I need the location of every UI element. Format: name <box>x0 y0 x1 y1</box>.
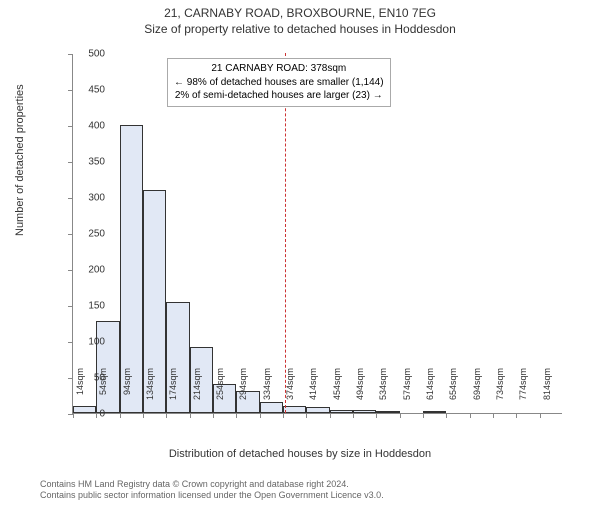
y-tick-label: 500 <box>75 49 105 60</box>
histogram-bar <box>353 410 376 413</box>
x-tick-mark <box>376 413 377 418</box>
y-tick-label: 250 <box>75 229 105 240</box>
y-tick-mark <box>68 270 73 271</box>
x-tick-mark <box>213 413 214 418</box>
x-tick-mark <box>236 413 237 418</box>
x-tick-mark <box>260 413 261 418</box>
x-tick-mark <box>470 413 471 418</box>
x-tick-label: 334sqm <box>262 368 272 400</box>
y-tick-label: 350 <box>75 157 105 168</box>
x-tick-label: 574sqm <box>402 368 412 400</box>
y-tick-mark <box>68 306 73 307</box>
x-tick-label: 134sqm <box>145 368 155 400</box>
y-tick-label: 150 <box>75 301 105 312</box>
x-tick-label: 174sqm <box>168 368 178 400</box>
y-tick-mark <box>68 90 73 91</box>
x-tick-mark <box>120 413 121 418</box>
y-tick-label: 200 <box>75 265 105 276</box>
x-tick-label: 254sqm <box>215 368 225 400</box>
x-tick-mark <box>143 413 144 418</box>
footer-line2: Contains public sector information licen… <box>40 490 384 502</box>
x-tick-mark <box>283 413 284 418</box>
x-tick-mark <box>446 413 447 418</box>
x-tick-label: 534sqm <box>378 368 388 400</box>
x-tick-mark <box>540 413 541 418</box>
x-tick-mark <box>400 413 401 418</box>
chart-plot-area <box>72 54 562 414</box>
x-axis-label: Distribution of detached houses by size … <box>0 448 600 460</box>
x-tick-mark <box>73 413 74 418</box>
x-tick-label: 454sqm <box>332 368 342 400</box>
x-tick-mark <box>190 413 191 418</box>
y-tick-label: 300 <box>75 193 105 204</box>
histogram-bar <box>96 321 119 413</box>
histogram-bar <box>423 411 446 413</box>
y-tick-label: 400 <box>75 121 105 132</box>
x-tick-mark <box>306 413 307 418</box>
x-tick-label: 94sqm <box>122 368 132 395</box>
y-tick-mark <box>68 162 73 163</box>
x-tick-mark <box>493 413 494 418</box>
x-tick-label: 614sqm <box>425 368 435 400</box>
x-tick-label: 54sqm <box>98 368 108 395</box>
page-subtitle: Size of property relative to detached ho… <box>0 22 600 36</box>
y-tick-mark <box>68 378 73 379</box>
y-tick-mark <box>68 126 73 127</box>
y-tick-mark <box>68 54 73 55</box>
x-tick-label: 214sqm <box>192 368 202 400</box>
y-tick-label: 100 <box>75 337 105 348</box>
histogram-bar <box>260 402 283 413</box>
x-tick-label: 654sqm <box>448 368 458 400</box>
x-tick-mark <box>353 413 354 418</box>
y-tick-label: 0 <box>75 409 105 420</box>
annot-line1: 21 CARNABY ROAD: 378sqm <box>174 62 384 76</box>
histogram-bar <box>330 410 353 413</box>
y-tick-mark <box>68 198 73 199</box>
y-tick-label: 450 <box>75 85 105 96</box>
x-tick-label: 414sqm <box>308 368 318 400</box>
annot-line2: ← 98% of detached houses are smaller (1,… <box>174 76 384 90</box>
x-tick-label: 374sqm <box>285 368 295 400</box>
x-tick-mark <box>330 413 331 418</box>
y-tick-mark <box>68 234 73 235</box>
y-tick-mark <box>68 342 73 343</box>
x-tick-label: 694sqm <box>472 368 482 400</box>
annotation-box: 21 CARNABY ROAD: 378sqm← 98% of detached… <box>167 58 391 107</box>
page-title: 21, CARNABY ROAD, BROXBOURNE, EN10 7EG <box>0 6 600 20</box>
x-tick-label: 294sqm <box>238 368 248 400</box>
x-tick-label: 14sqm <box>75 368 85 395</box>
annot-line3: 2% of semi-detached houses are larger (2… <box>174 89 384 103</box>
x-tick-label: 734sqm <box>495 368 505 400</box>
histogram-bar <box>306 407 329 413</box>
y-axis-label: Number of detached properties <box>14 84 26 236</box>
histogram-bar <box>283 406 306 413</box>
x-tick-label: 494sqm <box>355 368 365 400</box>
x-tick-label: 814sqm <box>542 368 552 400</box>
reference-line <box>285 53 286 413</box>
footer-line1: Contains HM Land Registry data © Crown c… <box>40 479 384 491</box>
x-tick-mark <box>423 413 424 418</box>
x-tick-mark <box>516 413 517 418</box>
x-tick-label: 774sqm <box>518 368 528 400</box>
footer-attribution: Contains HM Land Registry data © Crown c… <box>40 479 384 502</box>
x-tick-mark <box>166 413 167 418</box>
histogram-bar <box>376 411 399 413</box>
